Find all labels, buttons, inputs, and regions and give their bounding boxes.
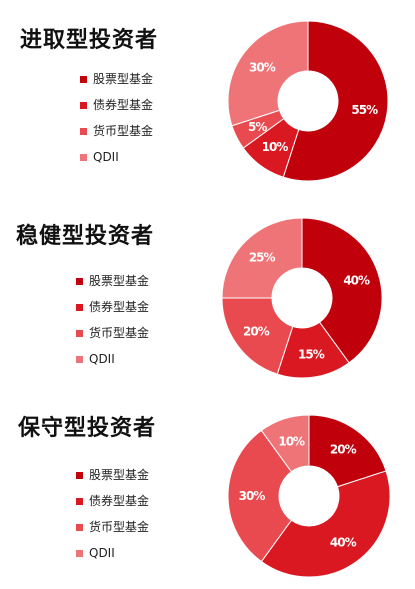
legend-swatch bbox=[76, 497, 83, 505]
data-label: 20% bbox=[330, 442, 357, 456]
legend-label: 股票型基金 bbox=[89, 468, 150, 482]
donut-slice bbox=[308, 414, 387, 488]
donut-slice bbox=[227, 20, 309, 127]
donut-slice bbox=[301, 217, 383, 364]
legend-swatch bbox=[80, 75, 87, 83]
legend-item: 股票型基金 bbox=[80, 66, 153, 92]
legend-item: QDII bbox=[80, 144, 153, 170]
legend-item: 股票型基金 bbox=[76, 462, 149, 488]
legend-swatch bbox=[76, 303, 83, 311]
legend-label: 货币型基金 bbox=[89, 326, 150, 340]
data-label: 30% bbox=[239, 489, 266, 503]
donut-chart: 20% 40% 30% 10% bbox=[227, 414, 391, 578]
donut-chart: 40% 15% 20% 25% bbox=[221, 217, 383, 379]
data-label: 30% bbox=[249, 60, 276, 74]
legend-item: 货币型基金 bbox=[76, 514, 149, 540]
donut-slice bbox=[260, 470, 391, 578]
legend-label: 货币型基金 bbox=[89, 520, 150, 534]
data-label: 25% bbox=[249, 251, 276, 265]
legend: 股票型基金 债券型基金 货币型基金 QDII bbox=[76, 462, 149, 566]
legend-item: 股票型基金 bbox=[76, 268, 149, 294]
legend-label: 债券型基金 bbox=[93, 98, 154, 112]
data-label: 5% bbox=[248, 120, 267, 134]
legend-label: 债券型基金 bbox=[89, 494, 150, 508]
data-label: 10% bbox=[262, 140, 289, 154]
data-label: 55% bbox=[351, 103, 378, 117]
legend: 股票型基金 债券型基金 货币型基金 QDII bbox=[80, 66, 153, 170]
data-label: 10% bbox=[278, 434, 305, 448]
legend-label: 债券型基金 bbox=[89, 300, 150, 314]
data-label: 20% bbox=[243, 325, 270, 339]
legend-swatch bbox=[76, 277, 83, 285]
legend-swatch bbox=[80, 153, 87, 161]
chart-panel-balanced: 稳健型投资者 股票型基金 债券型基金 货币型基金 QDII 40% 15% 20% 2… bbox=[0, 196, 415, 392]
legend-swatch bbox=[76, 355, 83, 363]
data-label: 40% bbox=[330, 536, 357, 550]
donut-chart: 55% 10% 5% 30% bbox=[227, 20, 389, 182]
chart-title: 进取型投资者 bbox=[20, 27, 159, 53]
donut-slice bbox=[227, 429, 293, 563]
legend-label: QDII bbox=[89, 546, 115, 560]
chart-title: 稳健型投资者 bbox=[16, 223, 155, 249]
donut-slice bbox=[221, 297, 294, 375]
legend-item: 债券型基金 bbox=[76, 294, 149, 320]
legend-item: QDII bbox=[76, 346, 149, 372]
chart-panel-conservative: 保守型投资者 股票型基金 债券型基金 货币型基金 QDII 20% 40% 30% 1… bbox=[0, 392, 415, 589]
legend-swatch bbox=[76, 471, 83, 479]
chart-panel-aggressive: 进取型投资者 股票型基金 债券型基金 货币型基金 QDII 55% 10% 5% 30… bbox=[0, 0, 415, 196]
data-label: 15% bbox=[298, 347, 325, 361]
legend-item: 货币型基金 bbox=[80, 118, 153, 144]
legend-swatch bbox=[80, 101, 87, 109]
legend-label: 股票型基金 bbox=[93, 72, 154, 86]
donut-slice bbox=[221, 217, 303, 299]
legend-label: 股票型基金 bbox=[89, 274, 150, 288]
chart-title: 保守型投资者 bbox=[18, 415, 157, 441]
legend-swatch bbox=[80, 127, 87, 135]
legend: 股票型基金 债券型基金 货币型基金 QDII bbox=[76, 268, 149, 372]
donut-slice bbox=[282, 20, 389, 182]
legend-item: QDII bbox=[76, 540, 149, 566]
legend-label: 货币型基金 bbox=[93, 124, 154, 138]
legend-swatch bbox=[76, 329, 83, 337]
legend-swatch bbox=[76, 523, 83, 531]
data-label: 40% bbox=[343, 273, 370, 287]
legend-label: QDII bbox=[89, 352, 115, 366]
legend-label: QDII bbox=[93, 150, 119, 164]
legend-swatch bbox=[76, 549, 83, 557]
legend-item: 债券型基金 bbox=[76, 488, 149, 514]
donut-slice bbox=[260, 414, 310, 473]
legend-item: 货币型基金 bbox=[76, 320, 149, 346]
legend-item: 债券型基金 bbox=[80, 92, 153, 118]
